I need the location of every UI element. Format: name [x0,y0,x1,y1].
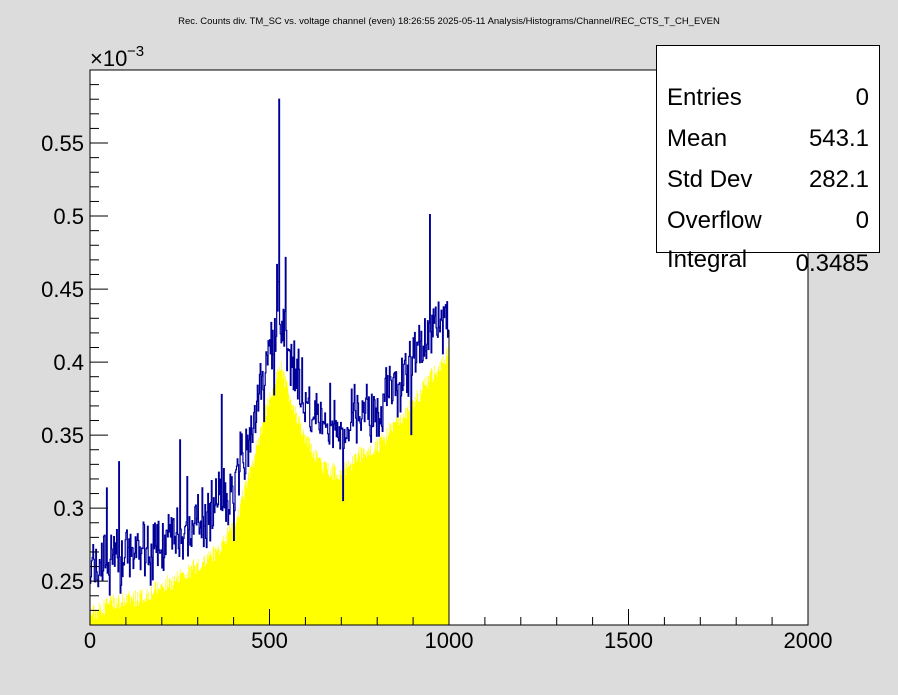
stat-value: 282.1 [808,166,869,193]
x-tick-label: 1000 [425,628,474,653]
stat-label: Std Dev [667,166,753,193]
stat-overflow: Overflow 0 [667,205,869,237]
x-tick-label: 1500 [604,628,653,653]
y-axis-exponent: −3 [127,43,144,60]
stat-integral: Integral 0.3485 [667,244,869,277]
y-tick-label: 0.25 [41,569,84,594]
x-tick-label: 2000 [784,628,833,653]
stat-label: Overflow [667,207,762,234]
stat-label: Integral [667,246,748,273]
y-axis-multiplier: ×10 [90,46,127,71]
stat-mean: Mean 543.1 [667,123,869,155]
histogram-line [90,98,449,596]
y-tick-label: 0.4 [53,350,84,375]
stat-std-dev: Std Dev 282.1 [667,164,869,196]
stats-box: Entries 0 Mean 543.1 Std Dev 282.1 Overf… [656,45,880,277]
stat-label: Mean [667,125,728,152]
stat-value: 0 [855,207,869,234]
stat-value: 0.3485 [795,250,869,277]
stat-value: 543.1 [808,125,869,152]
chart-title: Rec. Counts div. TM_SC vs. voltage chann… [178,16,720,27]
y-tick-label: 0.3 [53,496,84,521]
y-tick-label: 0.5 [53,204,84,229]
stat-value: 0 [855,84,869,111]
x-tick-label: 0 [84,628,96,653]
y-tick-label: 0.45 [41,277,84,302]
histogram-fill [90,346,449,625]
y-tick-label: 0.35 [41,423,84,448]
y-tick-label: 0.55 [41,131,84,156]
x-tick-label: 500 [251,628,288,653]
stat-label: Entries [667,84,742,111]
stat-entries: Entries 0 [667,82,869,114]
